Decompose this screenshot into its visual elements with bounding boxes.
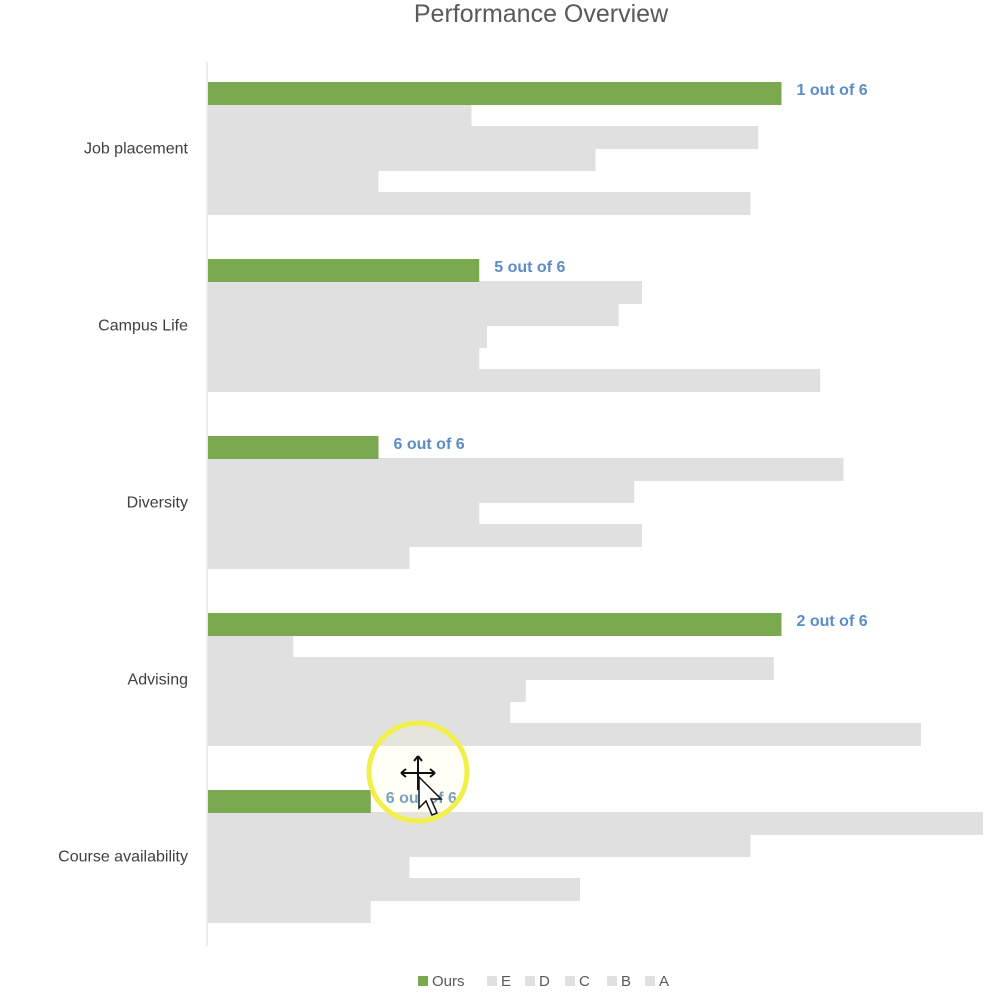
bar-job-placement-b (208, 170, 379, 193)
bar-diversity-b (208, 524, 642, 547)
bar-campus-life-a (208, 369, 821, 392)
bar-campus-life-ours (208, 259, 480, 282)
legend-swatch-ours (418, 976, 428, 986)
bar-advising-c (208, 679, 526, 702)
category-label-course-availability: Course availability (58, 849, 188, 866)
bar-diversity-c (208, 502, 480, 525)
bar-campus-life-b (208, 347, 480, 370)
data-label-diversity: 6 out of 6 (394, 436, 465, 453)
bar-job-placement-c (208, 148, 596, 171)
legend-swatch-e (487, 976, 497, 986)
legend-label-c: C (579, 973, 590, 990)
bar-campus-life-e (208, 281, 642, 304)
labels-layer: Job placement 1 out of 6 Campus Life 5 out … (58, 82, 868, 866)
legend-label-b: B (621, 973, 631, 990)
chart-title: Performance Overview (414, 0, 669, 28)
bar-advising-d (208, 657, 774, 680)
bar-job-placement-ours (208, 82, 782, 105)
data-label-job-placement: 1 out of 6 (797, 82, 868, 99)
bar-diversity-d (208, 480, 635, 503)
legend-label-d: D (539, 973, 550, 990)
bar-course-availability-a (208, 900, 371, 923)
bar-course-availability-ours (208, 790, 371, 813)
bar-course-availability-b (208, 878, 580, 901)
legend-swatch-a (645, 976, 655, 986)
data-label-campus-life: 5 out of 6 (494, 259, 565, 276)
legend-label-a: A (659, 973, 669, 990)
bar-advising-ours (208, 613, 782, 636)
bar-advising-e (208, 635, 294, 658)
category-label-campus-life: Campus Life (98, 318, 188, 335)
bar-diversity-a (208, 546, 410, 569)
move-cursor-icon (400, 755, 443, 816)
category-label-diversity: Diversity (127, 495, 188, 512)
bar-job-placement-e (208, 104, 472, 127)
bar-campus-life-d (208, 303, 619, 326)
bar-course-availability-c (208, 856, 410, 879)
bars-layer (208, 82, 983, 923)
bar-diversity-e (208, 458, 844, 481)
legend-swatch-d (525, 976, 535, 986)
category-label-advising: Advising (128, 672, 188, 689)
category-label-job-placement: Job placement (84, 141, 189, 158)
bar-course-availability-e (208, 812, 983, 835)
cursor-highlight (366, 720, 470, 824)
legend: Ours E D C B A (418, 973, 669, 990)
legend-label-ours: Ours (432, 973, 465, 990)
bar-campus-life-c (208, 325, 487, 348)
bar-job-placement-d (208, 126, 759, 149)
legend-swatch-b (607, 976, 617, 986)
bar-job-placement-a (208, 192, 751, 215)
bar-course-availability-d (208, 834, 751, 857)
legend-label-e: E (501, 973, 511, 990)
legend-swatch-c (565, 976, 575, 986)
bar-advising-b (208, 701, 511, 724)
bar-diversity-ours (208, 436, 379, 459)
bar-advising-a (208, 723, 921, 746)
data-label-advising: 2 out of 6 (797, 613, 868, 630)
